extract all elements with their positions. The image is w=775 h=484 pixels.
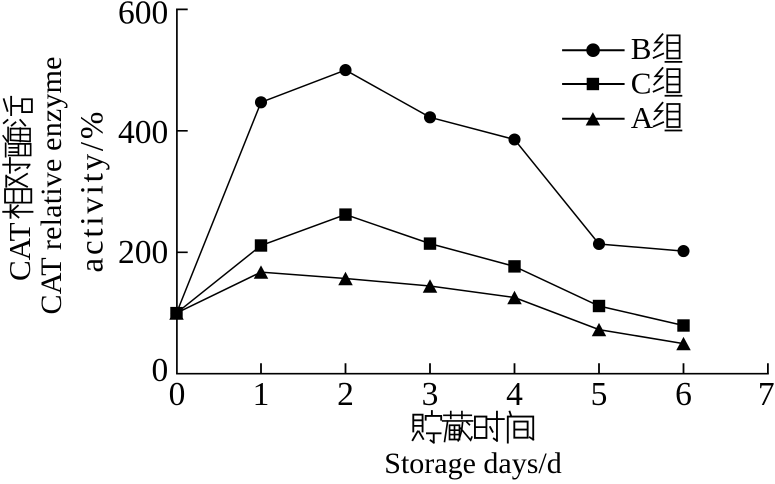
- svg-text:2: 2: [337, 376, 354, 413]
- svg-text:1: 1: [253, 376, 270, 413]
- svg-text:0: 0: [169, 376, 186, 413]
- svg-text:200: 200: [118, 234, 168, 271]
- svg-text:B: B: [631, 31, 652, 66]
- svg-text:600: 600: [118, 0, 168, 32]
- svg-text:CAT relative enzyme: CAT relative enzyme: [35, 56, 68, 314]
- svg-text:activity/%: activity/%: [75, 109, 111, 273]
- svg-text:400: 400: [118, 114, 168, 151]
- svg-text:CAT: CAT: [2, 222, 37, 281]
- svg-text:4: 4: [506, 376, 523, 413]
- svg-text:Storage days/d: Storage days/d: [384, 447, 561, 480]
- svg-text:5: 5: [591, 376, 608, 413]
- svg-text:0: 0: [152, 352, 169, 389]
- svg-text:7: 7: [758, 376, 775, 413]
- svg-text:A: A: [631, 100, 654, 135]
- svg-text:6: 6: [675, 376, 692, 413]
- svg-text:3: 3: [422, 376, 439, 413]
- svg-text:C: C: [631, 65, 652, 100]
